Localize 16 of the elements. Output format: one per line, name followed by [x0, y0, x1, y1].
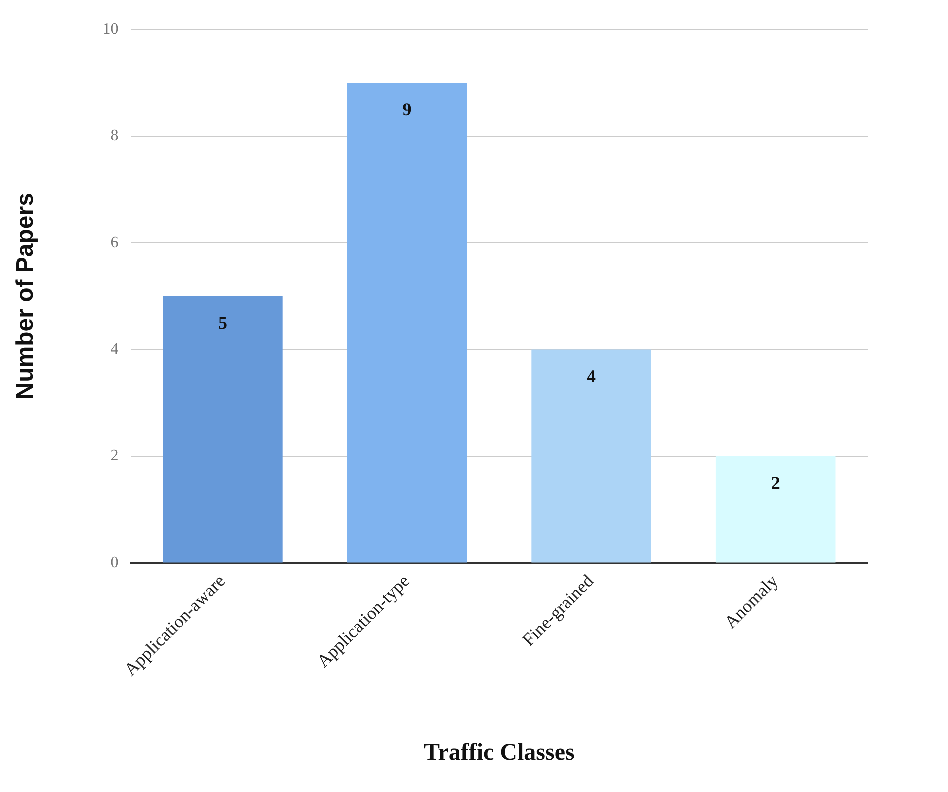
y-tick-label: 8: [110, 128, 119, 145]
bar: [347, 82, 468, 563]
bar: [716, 456, 836, 563]
bar: [163, 296, 283, 563]
y-tick-label: 6: [110, 234, 119, 252]
bar: [532, 350, 652, 563]
y-tick-label: 2: [110, 448, 119, 465]
data-label: 9: [402, 100, 412, 120]
y-tick-label: 0: [110, 554, 119, 572]
data-label: 5: [218, 313, 228, 334]
data-label: 2: [771, 473, 780, 494]
x-axis-title: Traffic Classes: [424, 740, 575, 766]
y-tick-label: 4: [110, 340, 119, 358]
data-label: 4: [587, 366, 596, 386]
y-tick-label: 10: [102, 20, 119, 38]
y-axis-title: Number of Papers: [12, 193, 40, 400]
